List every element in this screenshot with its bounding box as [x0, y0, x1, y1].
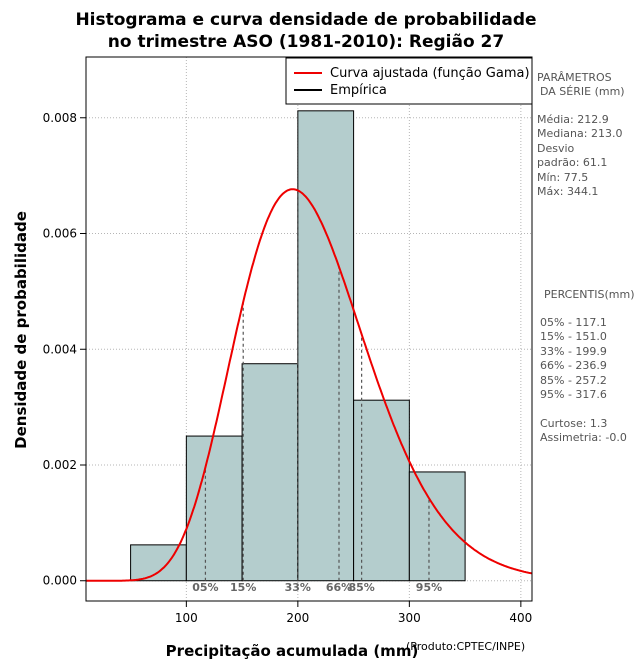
product-credit: (Produto:CPTEC/INPE) — [406, 640, 525, 653]
percentile-label-66%: 66% — [326, 581, 352, 594]
y-axis-label: Densidade de probabilidade — [12, 211, 30, 449]
percentile-lines: 05% 15% 33% 66%85% 95% — [192, 190, 442, 594]
x-axis-label: Precipitação acumulada (mm) — [166, 642, 419, 660]
legend-curve-label: Curva ajustada (função Gama) — [330, 66, 530, 81]
plot-frame — [85, 56, 533, 602]
percentil-15: 15% - 151.0 — [540, 330, 607, 343]
histogram-bars — [130, 110, 466, 582]
axis-ticks: 100 200 300 400 0.000 0.002 0.004 0.006 0.008 — [43, 111, 533, 625]
percentis-title: PERCENTIS(mm) — [544, 288, 635, 301]
y-tick-label-0: 0.000 — [43, 574, 77, 588]
histogram-bar-4 — [297, 110, 355, 582]
chart-title-line-1: Histograma e curva densidade de probabil… — [75, 10, 536, 30]
legend-box — [285, 57, 533, 105]
params-title-2: DA SÉRIE (mm) — [540, 85, 625, 98]
x-tick-label-300: 300 — [398, 611, 421, 625]
percentile-label-33%: 33% — [285, 581, 311, 594]
percentil-33: 33% - 199.9 — [540, 345, 607, 358]
gamma-curve-layer — [86, 188, 533, 582]
y-tick-label-2: 0.004 — [43, 342, 77, 356]
histogram-bar-2 — [185, 435, 243, 582]
params-title-1: PARÂMETROS — [537, 71, 612, 84]
side-panel: PARÂMETROS DA SÉRIE (mm) Média: 212.9 Me… — [537, 71, 635, 444]
percentile-label-15%: 15% — [230, 581, 256, 594]
y-tick-label-1: 0.002 — [43, 458, 77, 472]
y-tick-label-4: 0.008 — [43, 111, 77, 125]
x-tick-label-400: 400 — [509, 611, 532, 625]
histogram-bar-6 — [408, 471, 466, 582]
percentil-05: 05% - 117.1 — [540, 316, 607, 329]
percentile-label-05%: 05% — [192, 581, 218, 594]
gamma-curve — [86, 188, 533, 582]
x-tick-label-200: 200 — [286, 611, 309, 625]
percentil-85: 85% - 257.2 — [540, 374, 607, 387]
legend-empirical-label: Empírica — [330, 83, 387, 98]
curtose: Curtose: 1.3 — [540, 417, 607, 430]
param-sd: padrão: 61.1 — [537, 156, 607, 169]
chart-title-line-2: no trimestre ASO (1981-2010): Região 27 — [108, 32, 504, 52]
percentil-66: 66% - 236.9 — [540, 359, 607, 372]
histogram-bar-3 — [241, 363, 299, 582]
param-min: Mín: 77.5 — [537, 171, 588, 184]
x-tick-label-100: 100 — [175, 611, 198, 625]
percentile-label-85%: 85% — [348, 581, 374, 594]
param-max: Máx: 344.1 — [537, 185, 598, 198]
assimetria: Assimetria: -0.0 — [540, 431, 627, 444]
histogram-bar-1 — [130, 544, 187, 582]
percentil-95: 95% - 317.6 — [540, 388, 607, 401]
histogram-bar-5 — [353, 399, 410, 582]
y-tick-label-3: 0.006 — [43, 227, 77, 241]
percentile-label-95%: 95% — [416, 581, 442, 594]
legend: Curva ajustada (função Gama) Empírica — [285, 57, 533, 105]
param-median: Mediana: 213.0 — [537, 127, 622, 140]
param-mean: Média: 212.9 — [537, 113, 609, 126]
param-sd-label: Desvio — [537, 142, 575, 155]
